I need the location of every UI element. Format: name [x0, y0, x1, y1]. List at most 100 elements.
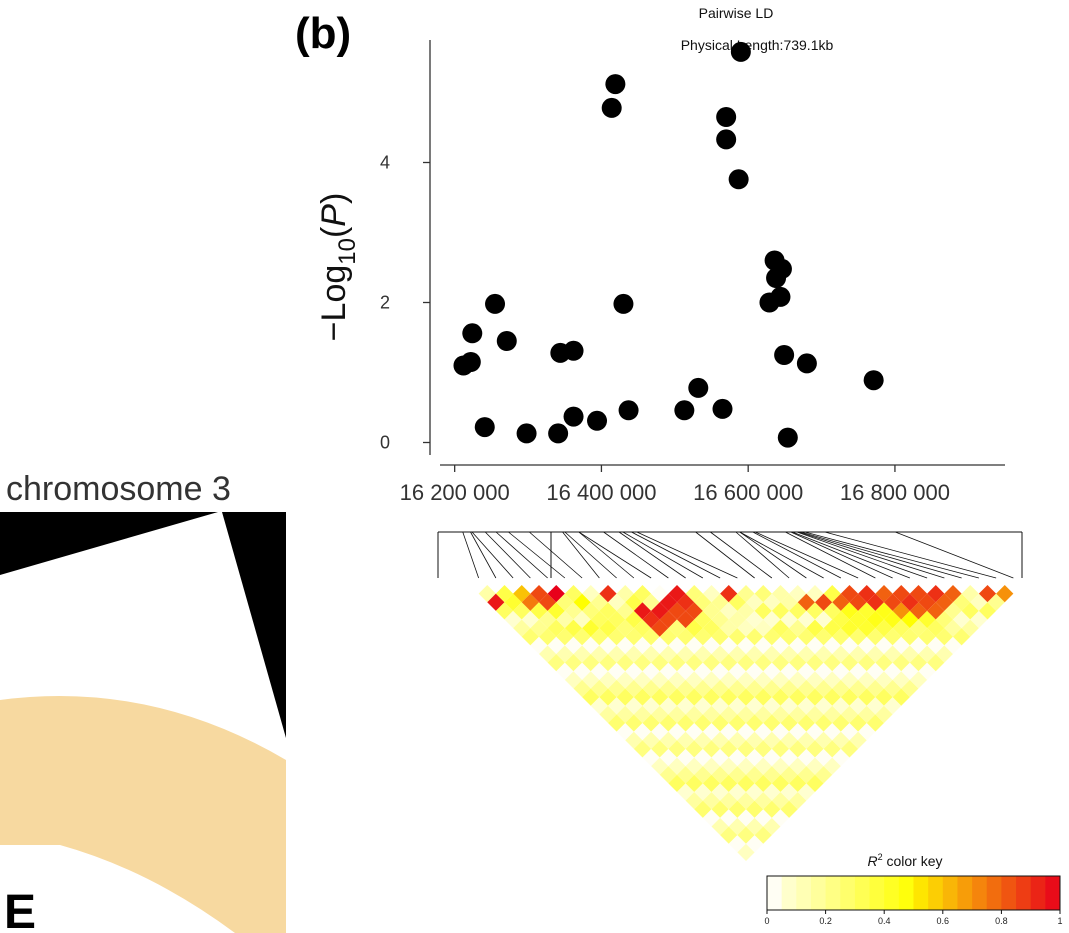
fragment-letter: E [4, 886, 36, 933]
y-tick-label: 2 [380, 293, 390, 313]
scatter-point [563, 340, 584, 361]
chromosome-panel: E [0, 512, 286, 933]
scatter-point [777, 427, 798, 448]
y-tick-label: 4 [380, 153, 390, 173]
chart-title: Pairwise LD [699, 5, 774, 21]
color-key-tick-label: 0.4 [878, 916, 891, 926]
ld-connectors [437, 531, 1023, 579]
color-key-swatch [781, 876, 797, 910]
ld-connector-line [603, 531, 669, 579]
svg-text:−Log10(P): −Log10(P) [315, 193, 361, 342]
ld-connector-line [562, 531, 600, 579]
color-key-swatch [884, 876, 900, 910]
ld-connector-line [622, 531, 704, 579]
color-key-swatch [1045, 876, 1061, 910]
x-tick-label: 16 600 000 [693, 480, 803, 505]
ld-connector-line [462, 531, 480, 579]
color-key-border [766, 875, 1061, 911]
ld-connector-line [755, 531, 859, 579]
x-tick-label: 16 800 000 [840, 480, 950, 505]
scatter-point [863, 370, 884, 391]
ld-connector-line [752, 531, 842, 579]
color-key-swatch [1030, 876, 1046, 910]
chart-subtitle: Physical Length:739.1kb [681, 37, 834, 53]
scatter-axes: 0 2 4 16 200 000 16 400 000 16 600 000 16 800 … [380, 40, 1005, 505]
scatter-point [462, 323, 483, 344]
scatter-point [516, 423, 537, 444]
ld-connector-line [796, 531, 928, 579]
chromosome-label: chromosome 3 [6, 470, 231, 508]
scatter-point [770, 286, 791, 307]
scatter-point [716, 129, 737, 150]
scatter-point [496, 331, 517, 351]
scatter-point [605, 74, 626, 95]
scatter-point [613, 293, 634, 314]
fragment-box [0, 862, 42, 933]
ld-connector-line [710, 531, 773, 579]
scatter-point [712, 398, 733, 419]
ld-connector-line [631, 531, 721, 579]
ld-connector-line [739, 531, 824, 579]
y-axis-label-suffix: ( [315, 226, 353, 238]
y-axis-label-prefix: −Log [315, 265, 353, 342]
color-key-swatch [913, 876, 929, 910]
scatter-point [774, 345, 795, 365]
scatter-point [688, 377, 709, 398]
ld-connector-line [618, 531, 686, 579]
color-key-title: R2 color key [867, 852, 942, 869]
scatter-point [548, 423, 569, 444]
color-key-bar [766, 875, 1061, 911]
color-key-swatch [854, 876, 871, 910]
x-tick-label: 16 400 000 [546, 480, 656, 505]
color-key-swatch [957, 876, 973, 910]
scatter-point [601, 97, 622, 118]
color-key-swatch [767, 876, 783, 910]
scatter-point [474, 417, 495, 438]
ld-cell [996, 585, 1014, 603]
color-key-title-symbol: R [867, 853, 877, 869]
color-key-swatch [869, 876, 885, 910]
color-key-swatch [928, 876, 944, 910]
color-key-swatch [825, 876, 841, 910]
y-axis-label-var: P [315, 204, 353, 227]
ld-connector-line [739, 531, 807, 579]
scatter-point [771, 258, 792, 279]
ld-connector-line [471, 531, 514, 579]
color-key-swatch [942, 876, 958, 910]
ld-connector-line [695, 531, 755, 579]
color-key-swatch [810, 876, 827, 910]
ld-connector-line [470, 531, 497, 579]
scatter-point [674, 400, 695, 421]
ld-connector-line [578, 531, 635, 579]
ld-connector-line [636, 531, 738, 579]
color-key-tick-label: 1 [1057, 916, 1062, 926]
ld-connector-line [790, 531, 893, 579]
chromosome-wedge [0, 696, 286, 933]
ld-connector-line [495, 531, 548, 579]
color-key: R2 color key 0 0.2 0.4 0.6 0.8 1 [764, 852, 1062, 926]
ld-connector-line [792, 531, 911, 579]
scatter-points [453, 41, 884, 448]
y-axis-label: −Log10(P) [315, 193, 361, 342]
ld-connector-line [578, 531, 652, 579]
ld-connector-line [508, 531, 566, 579]
chromosome-band-right [222, 512, 286, 738]
color-key-tick-label: 0.2 [819, 916, 832, 926]
color-key-swatch [898, 876, 914, 910]
ld-heatmap [478, 585, 1014, 861]
color-key-tick-label: 0.8 [995, 916, 1008, 926]
scatter-point [728, 169, 749, 190]
ld-connector-line [824, 531, 997, 579]
ld-connector-line [800, 531, 962, 579]
scatter-point [460, 352, 481, 372]
chromosome-band-top [0, 512, 218, 575]
ld-connector-line [785, 531, 876, 579]
color-key-swatch [796, 876, 812, 910]
ld-connector-line [484, 531, 531, 579]
color-key-swatch [1016, 876, 1032, 910]
scatter-point [716, 107, 737, 127]
scatter-point [587, 410, 608, 431]
y-axis-label-sub: 10 [334, 238, 361, 265]
color-key-swatch [986, 876, 1002, 910]
